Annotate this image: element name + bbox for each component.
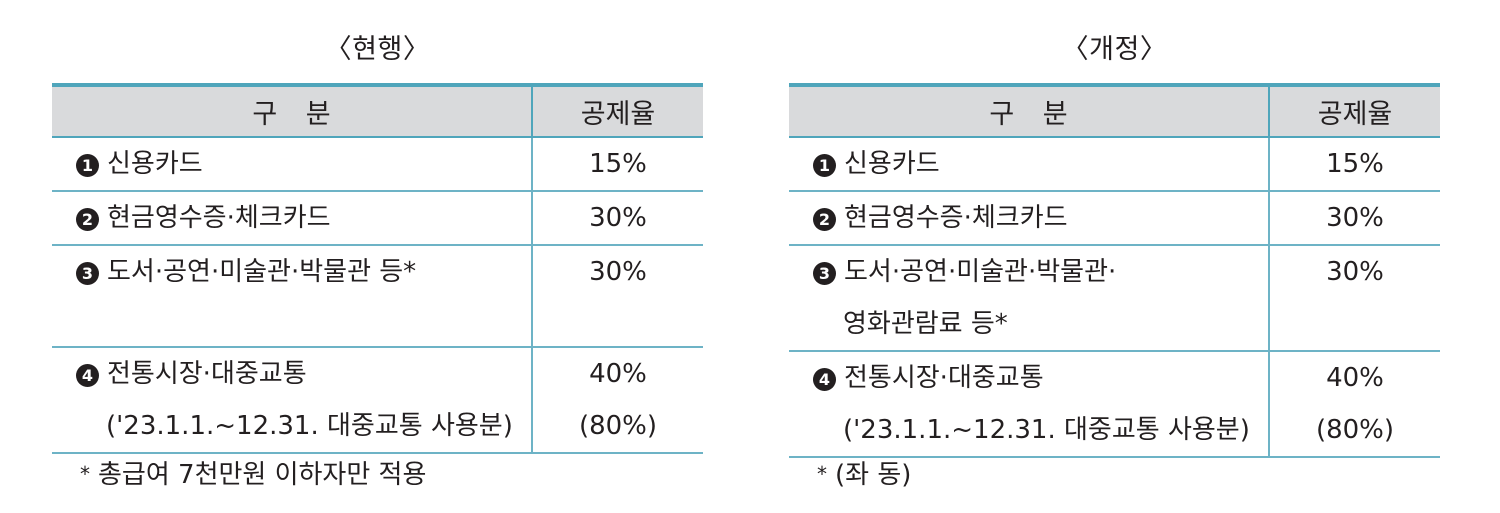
category-cell: 1 신용카드 xyxy=(789,137,1270,192)
category-sub-label: ('23.1.1.~12.31. 대중교통 사용분) xyxy=(843,415,1250,445)
category-line: 1 신용카드 xyxy=(76,138,531,190)
category-cell: 2 현금영수증·체크카드 xyxy=(52,191,533,246)
number-3-icon: 3 xyxy=(813,262,836,285)
panel-title-current: 〈현행〉 xyxy=(324,34,431,65)
rate-cell: 30% xyxy=(1269,245,1440,352)
deduction-rate-table-current: 구 분 공제율 1 신용카드 15% 2 현금영수증·체크카드 30% xyxy=(52,83,703,454)
rate-cell: 40% (80%) xyxy=(532,347,703,454)
rate-header: 공제율 xyxy=(1269,83,1440,138)
footnote-text: (좌 동) xyxy=(835,460,912,490)
number-1-icon: 1 xyxy=(76,154,99,177)
table-row: 2 현금영수증·체크카드 30% xyxy=(52,191,703,246)
rate-cell: 30% xyxy=(532,245,703,348)
category-header: 구 분 xyxy=(789,83,1270,138)
category-cell: 2 현금영수증·체크카드 xyxy=(789,191,1270,246)
number-4-icon: 4 xyxy=(813,368,836,391)
rate-cell: 30% xyxy=(532,191,703,246)
number-3-icon: 3 xyxy=(76,262,99,285)
rate-cell: 30% xyxy=(1269,191,1440,246)
rate-cell: 15% xyxy=(532,137,703,192)
rate-value: 40% xyxy=(589,359,647,389)
category-cell: 4 전통시장·대중교통 ('23.1.1.~12.31. 대중교통 사용분) xyxy=(52,347,533,454)
panel-title-revised: 〈개정〉 xyxy=(1061,34,1168,65)
category-cell: 3 도서·공연·미술관·박물관 등* xyxy=(52,245,533,348)
rate-value: 30% xyxy=(1326,257,1384,287)
number-1-icon: 1 xyxy=(813,154,836,177)
category-label: 전통시장·대중교통 xyxy=(107,359,307,389)
table-row: 3 도서·공연·미술관·박물관 등* 30% xyxy=(52,245,703,348)
footnote-revised: * (좌 동) xyxy=(817,450,911,499)
table-row: 1 신용카드 15% xyxy=(52,137,703,192)
rate-sub-value: (80%) xyxy=(1315,415,1395,445)
category-label: 신용카드 xyxy=(107,149,203,179)
rate-value: 15% xyxy=(1326,149,1384,179)
category-label: 전통시장·대중교통 xyxy=(844,363,1044,393)
category-cell: 4 전통시장·대중교통 ('23.1.1.~12.31. 대중교통 사용분) xyxy=(789,351,1270,458)
footnote-asterisk: * xyxy=(817,462,827,486)
category-line: 4 전통시장·대중교통 xyxy=(813,352,1268,404)
category-label: 도서·공연·미술관·박물관 등* xyxy=(107,257,417,287)
table-row: 4 전통시장·대중교통 ('23.1.1.~12.31. 대중교통 사용분) 40… xyxy=(52,347,703,454)
category-line: 2 현금영수증·체크카드 xyxy=(813,192,1268,244)
table-row: 3 도서·공연·미술관·박물관· 영화관람료 등* 30% xyxy=(789,245,1440,352)
table-row: 2 현금영수증·체크카드 30% xyxy=(789,191,1440,246)
rate-sub-value: (80%) xyxy=(578,411,658,441)
table-header-row: 구 분 공제율 xyxy=(52,83,703,138)
category-label: 현금영수증·체크카드 xyxy=(844,203,1068,233)
rate-value: 30% xyxy=(1326,203,1384,233)
footnote-asterisk: * xyxy=(80,462,90,486)
category-line: 3 도서·공연·미술관·박물관 등* xyxy=(76,246,531,298)
category-label: 신용카드 xyxy=(844,149,940,179)
rate-value: 40% xyxy=(1326,363,1384,393)
category-sub-label: 영화관람료 등* xyxy=(843,309,1008,339)
category-header: 구 분 xyxy=(52,83,533,138)
rate-cell: 15% xyxy=(1269,137,1440,192)
number-2-icon: 2 xyxy=(76,208,99,231)
category-cell: 3 도서·공연·미술관·박물관· 영화관람료 등* xyxy=(789,245,1270,352)
rate-header: 공제율 xyxy=(532,83,703,138)
rate-value: 15% xyxy=(589,149,647,179)
table-row: 1 신용카드 15% xyxy=(789,137,1440,192)
rate-value: 30% xyxy=(589,203,647,233)
rate-value: 30% xyxy=(589,257,647,287)
category-line: 1 신용카드 xyxy=(813,138,1268,190)
footnote-text: 총급여 7천만원 이하자만 적용 xyxy=(98,460,427,490)
deduction-rate-table-revised: 구 분 공제율 1 신용카드 15% 2 현금영수증·체크카드 30% xyxy=(789,83,1440,458)
number-2-icon: 2 xyxy=(813,208,836,231)
table-header-row: 구 분 공제율 xyxy=(789,83,1440,138)
category-line: 2 현금영수증·체크카드 xyxy=(76,192,531,244)
category-label: 현금영수증·체크카드 xyxy=(107,203,331,233)
number-4-icon: 4 xyxy=(76,364,99,387)
category-label: 도서·공연·미술관·박물관· xyxy=(844,257,1117,287)
footnote-current: * 총급여 7천만원 이하자만 적용 xyxy=(80,450,426,499)
table-row: 4 전통시장·대중교통 ('23.1.1.~12.31. 대중교통 사용분) 40… xyxy=(789,351,1440,458)
rate-cell: 40% (80%) xyxy=(1269,351,1440,458)
category-line: 4 전통시장·대중교통 xyxy=(76,348,531,400)
category-cell: 1 신용카드 xyxy=(52,137,533,192)
category-sub-label: ('23.1.1.~12.31. 대중교통 사용분) xyxy=(106,411,513,441)
category-line: 3 도서·공연·미술관·박물관· xyxy=(813,246,1268,298)
